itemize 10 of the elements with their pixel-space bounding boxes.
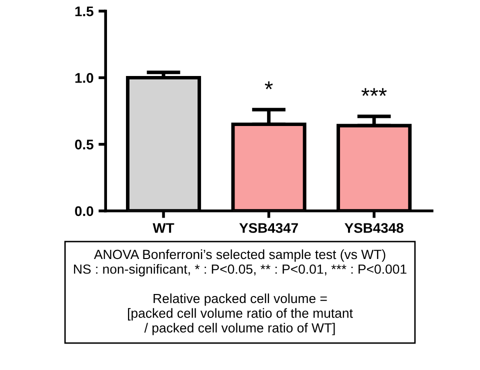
annotation: * (264, 81, 273, 90)
y-tick-label: 0.0 (75, 206, 94, 216)
x-tick-label: WT (152, 223, 174, 233)
y-tick-label: 0.5 (75, 140, 94, 150)
x-tick-label: YSB4347 (239, 223, 298, 233)
annotation: *** (361, 88, 387, 96)
x-tick-label: YSB4348 (344, 223, 404, 233)
y-tick-label: 1.0 (75, 73, 94, 83)
y-tick-label: 1.5 (75, 6, 94, 16)
text: ANOVA Bonferroni’s selected sample test (vs WT) NS : non-significant, * : P<0.05, ** : P<0.01, *** : P<0.001 Relative packed cell volume = [packed cell volume ratio of the mutant / packed cell volume ratio of WT] (74, 249, 406, 336)
